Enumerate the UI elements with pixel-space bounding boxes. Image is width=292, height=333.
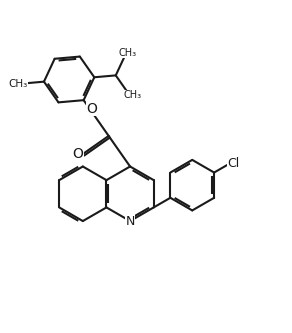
Text: CH₃: CH₃ bbox=[119, 48, 137, 58]
Text: O: O bbox=[86, 102, 98, 116]
Text: CH₃: CH₃ bbox=[123, 90, 141, 100]
Text: CH₃: CH₃ bbox=[8, 79, 28, 89]
Text: N: N bbox=[125, 214, 135, 227]
Text: O: O bbox=[72, 147, 83, 161]
Text: Cl: Cl bbox=[227, 157, 239, 170]
